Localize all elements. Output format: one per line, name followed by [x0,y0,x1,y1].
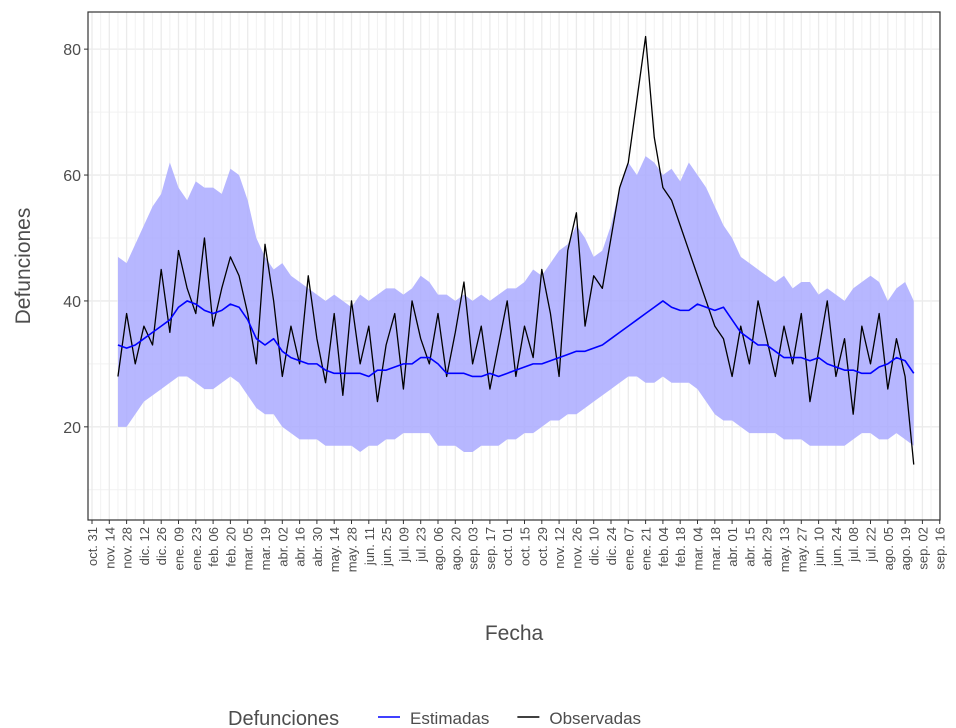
x-tick-label: oct. 01 [500,527,515,566]
x-tick-label: feb. 18 [673,527,688,567]
x-tick-label: jun. 24 [829,527,844,567]
legend-label: Observadas [549,709,641,728]
x-tick-label: dic. 26 [154,527,169,565]
x-tick-label: mar. 19 [258,527,273,570]
y-axis-title: Defunciones [12,208,35,325]
x-tick-label: mar. 04 [691,527,706,570]
series-line [117,35,915,465]
x-tick-label: ago. 20 [448,527,463,570]
x-tick-label: ago. 19 [898,527,913,570]
x-tick-label: ago. 06 [431,527,446,570]
x-tick-label: jun. 10 [812,527,827,567]
x-tick-label: may. 14 [327,527,342,572]
x-tick-label: jul. 09 [396,527,411,563]
x-tick-label: nov. 26 [569,527,584,569]
x-tick-label: ene. 07 [621,527,636,570]
x-tick-label: ene. 21 [639,527,654,570]
x-tick-label: jul. 22 [864,527,879,563]
x-tick-label: sep. 03 [466,527,481,570]
x-tick-label: oct. 15 [518,527,533,566]
x-tick-label: abr. 16 [293,527,308,567]
panel-border [87,11,941,521]
x-tick-label: jul. 23 [414,527,429,563]
legend: Estimadas Observadas [378,709,641,728]
x-tick-label: dic. 10 [587,527,602,565]
x-tick-label: sep. 02 [915,527,930,570]
x-tick-label: jun. 25 [379,527,394,567]
x-tick-label: abr. 15 [742,527,757,567]
x-tick-label: may. 13 [777,527,792,572]
x-tick-label: oct. 29 [535,527,550,566]
x-tick-label: abr. 29 [760,527,775,567]
marks [117,35,915,465]
x-tick-label: jun. 11 [362,527,377,566]
x-tick-label: jul. 08 [846,527,861,563]
x-tick-label: feb. 04 [656,527,671,567]
x-tick-label: abr. 30 [310,527,325,567]
x-tick-label: feb. 20 [223,527,238,567]
x-tick-label: sep. 17 [483,527,498,570]
x-tick-label: abr. 01 [725,527,740,567]
x-tick-label: nov. 12 [552,527,567,569]
x-tick-label: dic. 24 [604,527,619,565]
x-tick-label: nov. 14 [102,527,117,569]
x-tick-label: abr. 02 [275,527,290,567]
y-tick-label: 60 [63,168,81,185]
x-tick-label: mar. 05 [241,527,256,570]
x-tick-label: ago. 05 [881,527,896,570]
x-tick-label: may. 27 [794,527,809,572]
x-tick-label: sep. 16 [933,527,948,570]
x-tick-label: nov. 28 [120,527,135,569]
legend-title: Defunciones [228,708,339,728]
y-tick-label: 40 [63,294,81,311]
legend-label: Estimadas [410,709,489,728]
x-tick-label: oct. 31 [85,527,100,566]
y-tick-label: 20 [63,420,81,437]
x-tick-label: feb. 06 [206,527,221,567]
band [117,156,914,453]
x-tick-label: ene. 09 [172,527,187,570]
x-tick-label: ene. 23 [189,527,204,570]
x-tick-label: may. 28 [345,527,360,572]
x-tick-label: mar. 18 [708,527,723,570]
y-tick-label: 80 [63,42,81,59]
series-line [117,300,915,378]
x-axis-title: Fecha [485,622,544,645]
x-tick-label: dic. 12 [137,527,152,565]
